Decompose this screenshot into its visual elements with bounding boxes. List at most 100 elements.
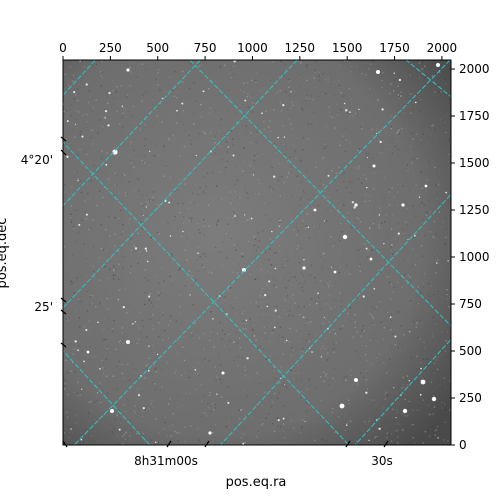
noise-speck [290, 166, 292, 168]
noise-speck [397, 423, 399, 425]
noise-speck [94, 295, 96, 297]
faint-star [216, 393, 218, 395]
noise-speck [416, 322, 418, 324]
noise-speck [287, 295, 289, 297]
noise-speck [71, 171, 73, 173]
noise-speck [397, 204, 399, 207]
faint-star [278, 225, 280, 227]
noise-speck [82, 77, 84, 79]
noise-speck [384, 112, 386, 114]
noise-speck [310, 95, 312, 97]
noise-speck [429, 360, 431, 362]
noise-speck [126, 376, 129, 378]
noise-speck [150, 161, 152, 164]
noise-speck [322, 322, 324, 324]
noise-speck [212, 432, 214, 434]
noise-speck [66, 110, 68, 112]
faint-star [343, 102, 346, 105]
noise-speck [385, 219, 387, 221]
faint-star [132, 323, 134, 325]
noise-speck [278, 250, 280, 252]
noise-speck [106, 184, 108, 186]
noise-speck [205, 255, 207, 257]
faint-star [85, 83, 88, 86]
noise-speck [296, 175, 298, 177]
noise-speck [325, 303, 327, 305]
noise-speck [234, 175, 236, 178]
noise-speck [357, 275, 359, 277]
noise-speck [438, 346, 440, 348]
ra-tick [383, 440, 389, 448]
noise-speck [176, 339, 179, 342]
noise-speck [264, 332, 266, 334]
noise-speck [170, 261, 172, 263]
noise-speck [198, 439, 201, 441]
noise-speck [253, 143, 255, 145]
noise-speck [203, 313, 205, 315]
noise-speck [414, 317, 416, 319]
grid-line [63, 60, 97, 96]
noise-speck [252, 253, 254, 255]
noise-speck [152, 125, 154, 128]
noise-speck [273, 109, 275, 111]
noise-speck [106, 328, 109, 330]
noise-speck [424, 204, 426, 206]
noise-speck [361, 348, 364, 350]
noise-speck [144, 162, 146, 164]
noise-speck [87, 389, 89, 391]
noise-speck [437, 356, 439, 358]
noise-speck [255, 79, 257, 82]
noise-speck [255, 301, 257, 304]
noise-speck [359, 270, 361, 272]
noise-speck [389, 92, 391, 95]
noise-speck [125, 228, 128, 230]
noise-speck [397, 85, 399, 87]
noise-speck [270, 131, 272, 133]
noise-speck [430, 285, 432, 287]
noise-speck [278, 89, 281, 92]
noise-speck [177, 60, 179, 62]
noise-speck [296, 71, 298, 73]
noise-speck [65, 318, 68, 320]
noise-speck [211, 134, 213, 137]
noise-speck [361, 72, 363, 75]
noise-speck [183, 146, 185, 148]
noise-speck [241, 161, 243, 163]
noise-speck [161, 411, 163, 413]
noise-speck [342, 248, 344, 250]
noise-speck [113, 319, 115, 322]
noise-speck [417, 381, 419, 383]
noise-speck [335, 334, 338, 336]
noise-speck [424, 272, 426, 275]
noise-speck [407, 415, 409, 417]
noise-speck [116, 100, 118, 103]
noise-speck [299, 431, 302, 434]
noise-speck [283, 229, 285, 231]
star [208, 431, 212, 435]
noise-speck [428, 303, 430, 305]
noise-speck [81, 278, 83, 280]
noise-speck [408, 400, 410, 403]
noise-speck [179, 211, 181, 214]
noise-speck [189, 201, 191, 204]
noise-speck [218, 353, 220, 355]
noise-speck [75, 119, 77, 121]
noise-speck [352, 128, 354, 130]
top-tick-label: 1500 [332, 41, 363, 55]
noise-speck [77, 381, 79, 383]
noise-speck [190, 143, 192, 145]
noise-speck [87, 130, 89, 132]
noise-speck [361, 383, 364, 385]
noise-speck [410, 248, 412, 250]
noise-speck [204, 294, 206, 296]
noise-speck [418, 368, 420, 370]
noise-speck [342, 325, 344, 327]
noise-speck [91, 410, 93, 412]
star [112, 149, 118, 155]
noise-speck [371, 322, 374, 324]
noise-speck [314, 333, 316, 335]
noise-speck [367, 152, 370, 155]
noise-speck [445, 442, 447, 444]
noise-speck [412, 335, 414, 337]
faint-star [408, 380, 410, 382]
